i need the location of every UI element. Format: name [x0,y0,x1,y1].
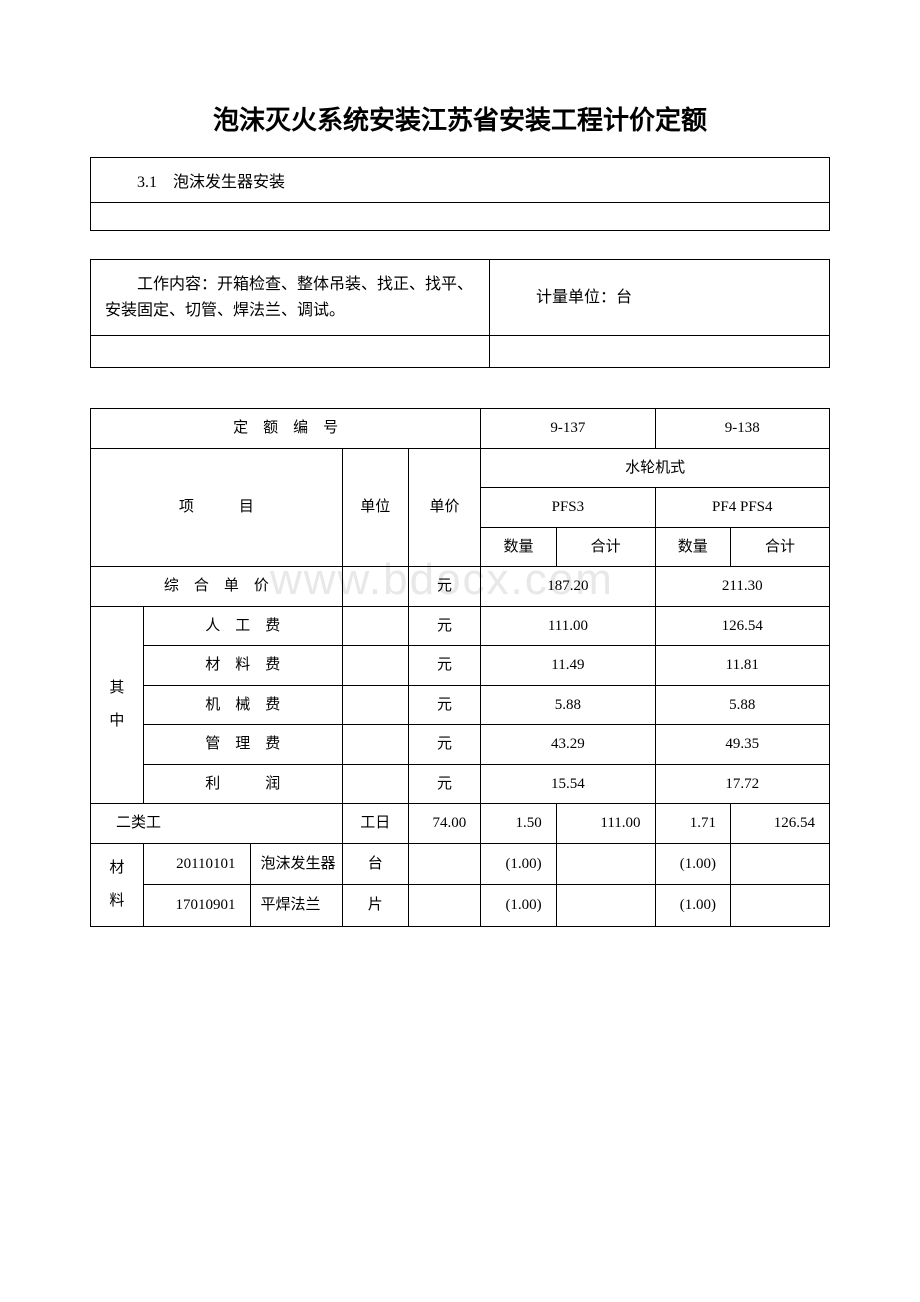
flange-s1 [556,885,655,927]
material-v2: 11.81 [655,646,829,686]
foam-price [408,843,481,885]
manage-blank [342,725,408,765]
foam-name: 泡沫发生器 [250,843,342,885]
manage-v1: 43.29 [481,725,655,765]
flange-q1: (1.00) [481,885,556,927]
type-header: 水轮机式 [481,448,830,488]
foam-q1: (1.00) [481,843,556,885]
material-label: 材 料 费 [143,646,342,686]
worker-label: 二类工 [91,804,343,844]
model-1: PFS3 [481,488,655,528]
flange-unit: 片 [342,885,408,927]
page-title: 泡沫灭火系统安装江苏省安装工程计价定额 [90,100,830,137]
profit-v1: 15.54 [481,764,655,804]
flange-code: 17010901 [143,885,250,927]
machine-unit: 元 [408,685,481,725]
foam-q2: (1.00) [655,843,730,885]
profit-blank [342,764,408,804]
flange-price [408,885,481,927]
worker-q2: 1.71 [655,804,730,844]
labor-v2: 126.54 [655,606,829,646]
composite-label: 综 合 单 价 [91,567,343,607]
item-label: 项 目 [91,448,343,567]
quota-no-label: 定 额 编 号 [91,409,481,449]
labor-label: 人 工 费 [143,606,342,646]
work-content-table: 工作内容：开箱检查、整体吊装、找正、找平、安装固定、切管、焊法兰、调试。 计量单… [90,259,830,368]
work-content: 工作内容：开箱检查、整体吊装、找正、找平、安装固定、切管、焊法兰、调试。 [91,260,490,336]
price-col-header: 单价 [408,448,481,567]
composite-unit-blank [342,567,408,607]
section-heading-table: 3.1 泡沫发生器安装 [90,157,830,231]
profit-label: 利 润 [143,764,342,804]
work-empty-1 [91,336,490,368]
composite-v2: 211.30 [655,567,829,607]
composite-unit: 元 [408,567,481,607]
labor-blank [342,606,408,646]
worker-q1: 1.50 [481,804,556,844]
profit-v2: 17.72 [655,764,829,804]
foam-s2 [731,843,830,885]
quota-table: 定 额 编 号 9-137 9-138 项 目 单位 单价 水轮机式 PFS3 … [90,408,830,927]
labor-v1: 111.00 [481,606,655,646]
machine-v2: 5.88 [655,685,829,725]
code-2: 9-138 [655,409,829,449]
manage-v2: 49.35 [655,725,829,765]
sum-label-2: 合计 [731,527,830,567]
section-empty-cell [91,203,830,231]
machine-blank [342,685,408,725]
material-blank [342,646,408,686]
foam-code: 20110101 [143,843,250,885]
flange-q2: (1.00) [655,885,730,927]
flange-name: 平焊法兰 [250,885,342,927]
labor-unit: 元 [408,606,481,646]
manage-unit: 元 [408,725,481,765]
qty-label-2: 数量 [655,527,730,567]
section-heading: 3.1 泡沫发生器安装 [91,158,830,203]
worker-unit: 工日 [342,804,408,844]
foam-s1 [556,843,655,885]
unit-col-header: 单位 [342,448,408,567]
page: 泡沫灭火系统安装江苏省安装工程计价定额 3.1 泡沫发生器安装 工作内容：开箱检… [90,100,830,927]
material-v1: 11.49 [481,646,655,686]
composite-v1: 187.20 [481,567,655,607]
work-empty-2 [490,336,830,368]
worker-s2: 126.54 [731,804,830,844]
qty-label-1: 数量 [481,527,556,567]
model-2: PF4 PFS4 [655,488,829,528]
breakdown-label: 其中 [91,606,144,804]
worker-s1: 111.00 [556,804,655,844]
code-1: 9-137 [481,409,655,449]
sum-label-1: 合计 [556,527,655,567]
material-unit: 元 [408,646,481,686]
manage-label: 管 理 费 [143,725,342,765]
unit-label: 计量单位：台 [490,260,830,336]
material-section-label: 材料 [91,843,144,926]
flange-s2 [731,885,830,927]
profit-unit: 元 [408,764,481,804]
foam-unit: 台 [342,843,408,885]
machine-v1: 5.88 [481,685,655,725]
machine-label: 机 械 费 [143,685,342,725]
worker-price: 74.00 [408,804,481,844]
